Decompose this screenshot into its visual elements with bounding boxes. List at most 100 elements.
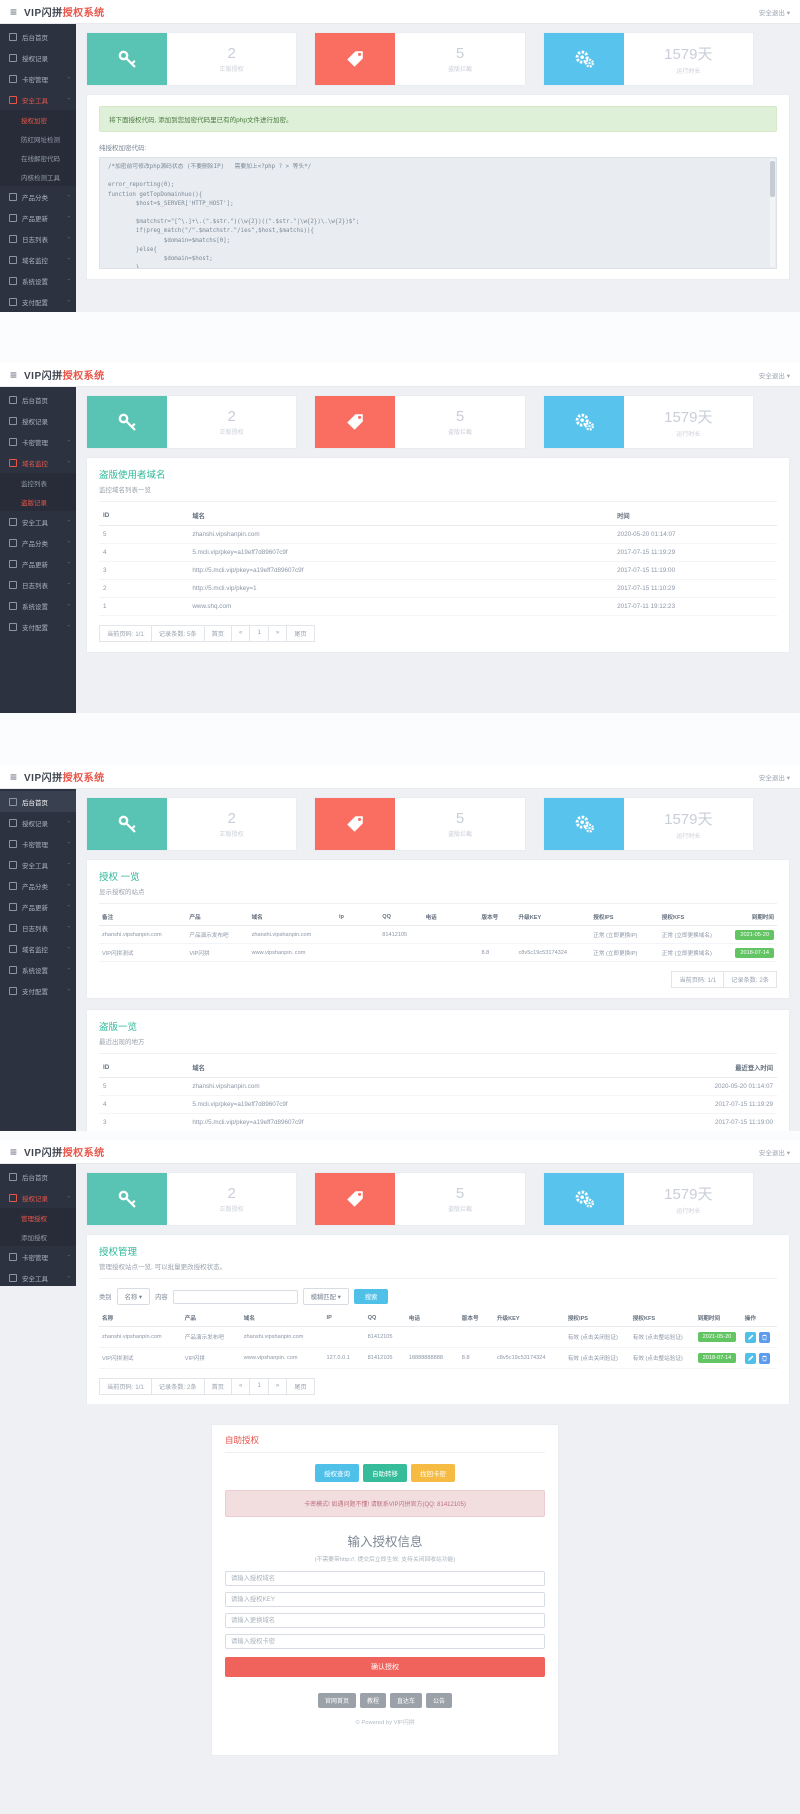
ips-status-link[interactable]: 有效 (点击关闭验证): [564, 1326, 630, 1348]
menu-icon[interactable]: ≡: [10, 1144, 18, 1159]
pager-item[interactable]: 记录条数: 5条: [152, 626, 205, 641]
sidebar-item[interactable]: 卡密管理 -: [0, 1246, 76, 1267]
edit-button[interactable]: [744, 1352, 756, 1364]
domain-link[interactable]: www.vipshanpin. com: [240, 1347, 324, 1369]
pager-item[interactable]: 记录条数: 2条: [152, 1379, 205, 1394]
pager-item[interactable]: 1: [250, 626, 269, 641]
sidebar-item[interactable]: 系统设置 -: [0, 959, 76, 980]
ips-status-link[interactable]: 有效 (点击关闭验证): [564, 1347, 630, 1369]
sidebar-item[interactable]: 产品更新 -: [0, 553, 76, 574]
auth-input[interactable]: [225, 1592, 545, 1607]
domain-link[interactable]: www.shq.com: [188, 597, 614, 616]
sidebar-item[interactable]: 安全工具 -: [0, 511, 76, 532]
action-button[interactable]: 自助转移: [363, 1464, 407, 1482]
sidebar-item[interactable]: 授权记录: [0, 410, 76, 431]
sidebar-item[interactable]: 监控列表: [0, 473, 76, 492]
sidebar-item[interactable]: 域名监控 -: [0, 938, 76, 959]
domain-link[interactable]: zhanshi.vipshanpin.com: [188, 525, 614, 544]
sidebar-item[interactable]: 后台首页: [0, 1166, 76, 1187]
sidebar-item[interactable]: 内核检测工具: [0, 167, 76, 186]
footer-link-button[interactable]: 直达车: [390, 1693, 423, 1708]
pager-item[interactable]: 记录条数: 2条: [724, 972, 777, 987]
submit-button[interactable]: 确认授权: [225, 1657, 545, 1677]
sidebar-item[interactable]: 产品分类 -: [0, 875, 76, 896]
domain-link[interactable]: www.vipshanpin. com: [248, 943, 336, 962]
action-button[interactable]: 找回卡密: [411, 1464, 455, 1482]
sidebar-item[interactable]: 支付配置 -: [0, 291, 76, 312]
sidebar-item[interactable]: 安全工具 -: [0, 1267, 76, 1286]
sidebar-item[interactable]: 在线解密代码: [0, 148, 76, 167]
sidebar-item[interactable]: 盗版记录: [0, 492, 76, 511]
sidebar-item[interactable]: 域名监控 -: [0, 452, 76, 473]
sidebar-item[interactable]: 日志列表 -: [0, 228, 76, 249]
pager-item[interactable]: 首页: [205, 1379, 232, 1394]
pager-item[interactable]: «: [232, 626, 251, 641]
code-block[interactable]: /*加密前可修改php源码状态 (不要删除IP) 需要加上<?php ? > 等…: [99, 157, 777, 269]
sidebar-item[interactable]: 日志列表 -: [0, 917, 76, 938]
sidebar-item[interactable]: 授权加密: [0, 110, 76, 129]
footer-link-button[interactable]: 教程: [359, 1693, 386, 1708]
sidebar-item[interactable]: 产品更新 -: [0, 207, 76, 228]
domain-link[interactable]: http://5.mcli.vip/pkey=a19eff7d89607c9f: [188, 1113, 614, 1131]
sidebar-item[interactable]: 授权记录: [0, 47, 76, 68]
sidebar-item[interactable]: 管理授权: [0, 1208, 76, 1227]
sidebar-item[interactable]: 产品分类 -: [0, 532, 76, 553]
scrollbar-thumb[interactable]: [770, 161, 775, 197]
menu-icon[interactable]: ≡: [10, 4, 18, 19]
edit-button[interactable]: [744, 1331, 756, 1343]
logout-link[interactable]: 安全退出 ▾: [758, 9, 790, 17]
domain-link[interactable]: http://5.mcli.vip/pkey=a19eff7d89607c9f: [188, 561, 614, 580]
logout-link[interactable]: 安全退出 ▾: [758, 1149, 790, 1157]
sidebar-item[interactable]: 产品更新 -: [0, 896, 76, 917]
sidebar-item[interactable]: 后台首页: [0, 791, 76, 812]
pager-item[interactable]: »: [269, 626, 288, 641]
ips-status-link[interactable]: 正常 (立即更换IP): [590, 925, 659, 944]
sidebar-item[interactable]: 后台首页: [0, 389, 76, 410]
ips-status-link[interactable]: 正常 (立即更换IP): [590, 943, 659, 962]
scrollbar[interactable]: [770, 159, 775, 267]
action-button[interactable]: 授权查询: [315, 1464, 359, 1482]
pager-item[interactable]: 当前页码: 1/1: [672, 972, 725, 987]
type-select[interactable]: 名称 ▾: [116, 1288, 151, 1305]
pager-item[interactable]: 当前页码: 1/1: [100, 626, 152, 641]
pager-item[interactable]: «: [232, 1379, 251, 1394]
pager-item[interactable]: 尾页: [287, 1379, 315, 1394]
kfs-status-link[interactable]: 有效 (点击整站验证): [629, 1347, 695, 1369]
auth-input[interactable]: [225, 1634, 545, 1649]
sidebar-item[interactable]: 防红网址检测: [0, 129, 76, 148]
sidebar-item[interactable]: 系统设置 -: [0, 595, 76, 616]
kfs-status-link[interactable]: 正常 (立即更换域名): [658, 925, 728, 944]
domain-link[interactable]: 5.mcli.vip/pkey=a19eff7d89607c9f: [188, 1095, 614, 1114]
pager-item[interactable]: 首页: [205, 626, 232, 641]
kfs-status-link[interactable]: 正常 (立即更换域名): [658, 943, 728, 962]
sidebar-item[interactable]: 安全工具 -: [0, 89, 76, 110]
sidebar-item[interactable]: 授权记录 -: [0, 812, 76, 833]
logout-link[interactable]: 安全退出 ▾: [758, 372, 790, 380]
sidebar-item[interactable]: 日志列表 -: [0, 574, 76, 595]
domain-link[interactable]: zhanshi.vipshanpin.com: [248, 925, 336, 944]
domain-link[interactable]: http://5.mcli.vip/pkey=1: [188, 579, 614, 598]
domain-link[interactable]: 5.mcli.vip/pkey=a19eff7d89607c9f: [188, 543, 614, 562]
domain-link[interactable]: zhanshi.vipshanpin.com: [240, 1326, 324, 1348]
pager-item[interactable]: 1: [250, 1379, 269, 1394]
sidebar-item[interactable]: 产品分类 -: [0, 186, 76, 207]
pager-item[interactable]: 当前页码: 1/1: [100, 1379, 152, 1394]
sidebar-item[interactable]: 安全工具 -: [0, 854, 76, 875]
menu-icon[interactable]: ≡: [10, 367, 18, 382]
sidebar-item[interactable]: 卡密管理 -: [0, 431, 76, 452]
match-select[interactable]: 模糊匹配 ▾: [302, 1288, 349, 1305]
logout-link[interactable]: 安全退出 ▾: [758, 774, 790, 782]
sidebar-item[interactable]: 卡密管理 -: [0, 68, 76, 89]
search-button[interactable]: 搜索: [353, 1289, 389, 1304]
sidebar-item[interactable]: 添加授权: [0, 1227, 76, 1246]
filter-input[interactable]: [172, 1289, 298, 1304]
sidebar-item[interactable]: 授权记录 -: [0, 1187, 76, 1208]
footer-link-button[interactable]: 官网首页: [317, 1693, 356, 1708]
sidebar-item[interactable]: 支付配置 -: [0, 616, 76, 637]
kfs-status-link[interactable]: 有效 (点击整站验证): [629, 1326, 695, 1348]
pager-item[interactable]: »: [269, 1379, 288, 1394]
delete-button[interactable]: [758, 1331, 770, 1343]
sidebar-item[interactable]: 后台首页: [0, 26, 76, 47]
sidebar-item[interactable]: 卡密管理 -: [0, 833, 76, 854]
menu-icon[interactable]: ≡: [10, 769, 18, 784]
